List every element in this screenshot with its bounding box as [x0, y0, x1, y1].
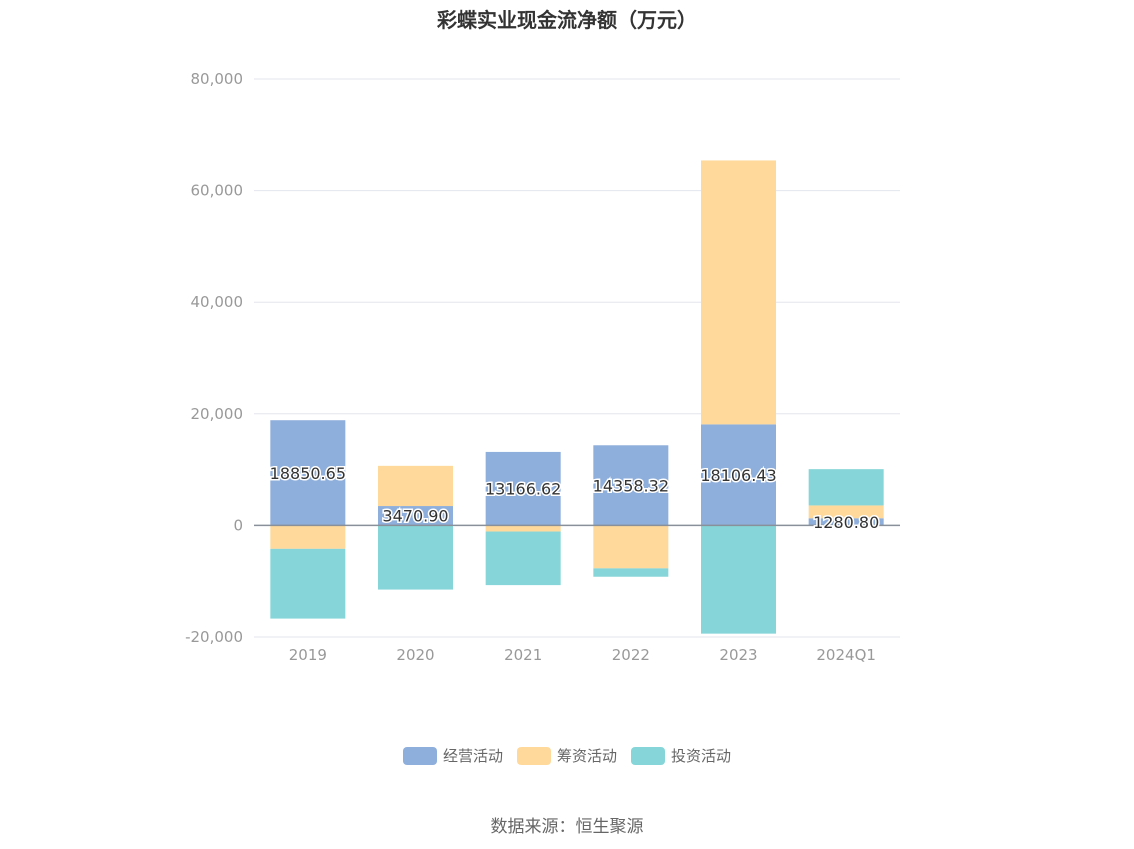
- y-tick-label: 0: [233, 516, 243, 534]
- data-label: 18850.65: [270, 464, 346, 483]
- y-tick-label: -20,000: [185, 628, 243, 646]
- x-tick-label: 2024Q1: [816, 646, 876, 664]
- bar-2019-筹资活动: [270, 525, 346, 549]
- source-note: 数据来源：恒生聚源: [490, 817, 644, 837]
- y-axis-ticks: -20,000 0 20,000 40,000 60,000 80,000: [185, 70, 243, 646]
- bar-2024Q1-筹资活动: [808, 505, 884, 519]
- x-tick-label: 2020: [396, 646, 434, 664]
- bar-2024Q1-投资活动: [808, 469, 884, 506]
- bar-2021-经营活动: [485, 451, 561, 526]
- data-label: 13166.62: [485, 480, 561, 499]
- x-tick-label: 2023: [719, 646, 757, 664]
- bar-2023-经营活动: [701, 424, 776, 526]
- y-tick-label: 60,000: [191, 182, 244, 200]
- data-label: 1280.80: [813, 513, 879, 532]
- x-tick-label: 2021: [504, 646, 542, 664]
- grid-lines: [254, 78, 900, 638]
- bar-2020-投资活动: [378, 525, 453, 590]
- legend-item[interactable]: 经营活动: [402, 745, 503, 766]
- chart-title: 彩蝶实业现金流净额（万元）: [437, 8, 697, 32]
- bar-2024Q1-经营活动: [808, 518, 884, 526]
- legend-swatch: [631, 746, 665, 765]
- data-label: 14358.32: [593, 476, 669, 495]
- y-tick-label: 80,000: [191, 70, 244, 88]
- chart-canvas: 18850.65 3470.90 13166.62 14358.32 18106.43 1…: [185, 70, 900, 664]
- legend-swatch: [516, 746, 551, 765]
- legend-label: 筹资活动: [556, 747, 617, 765]
- data-label: 18106.43: [700, 466, 776, 485]
- legend-item[interactable]: 投资活动: [631, 745, 731, 766]
- x-tick-label: 2019: [289, 646, 327, 664]
- bar-2022-投资活动: [593, 568, 669, 577]
- y-tick-label: 20,000: [191, 405, 244, 423]
- bar-2023-筹资活动: [701, 160, 776, 425]
- bar-2019-投资活动: [270, 548, 346, 619]
- x-axis-ticks: 2019 2020 2021 2022 2023 2024Q1: [289, 646, 876, 664]
- legend-swatch: [402, 746, 437, 765]
- bar-2019-经营活动: [270, 420, 346, 526]
- y-tick-label: 40,000: [191, 293, 244, 311]
- legend-item[interactable]: 筹资活动: [516, 745, 617, 766]
- bar-2021-筹资活动: [485, 525, 561, 532]
- data-label: 3470.90: [382, 507, 448, 526]
- legend: 经营活动 筹资活动 投资活动: [0, 745, 1134, 766]
- bar-2021-投资活动: [485, 531, 561, 586]
- bar-2020-筹资活动: [378, 465, 453, 507]
- bar-2022-筹资活动: [593, 525, 669, 569]
- bar-2020-经营活动: [378, 506, 453, 526]
- bars: [270, 160, 884, 634]
- bar-2022-经营活动: [593, 445, 669, 526]
- x-tick-label: 2022: [612, 646, 650, 664]
- bar-2023-投资活动: [701, 525, 776, 634]
- data-labels: 18850.65 3470.90 13166.62 14358.32 18106.43 1…: [268, 462, 881, 533]
- legend-label: 投资活动: [671, 747, 732, 765]
- legend-label: 经营活动: [442, 747, 503, 765]
